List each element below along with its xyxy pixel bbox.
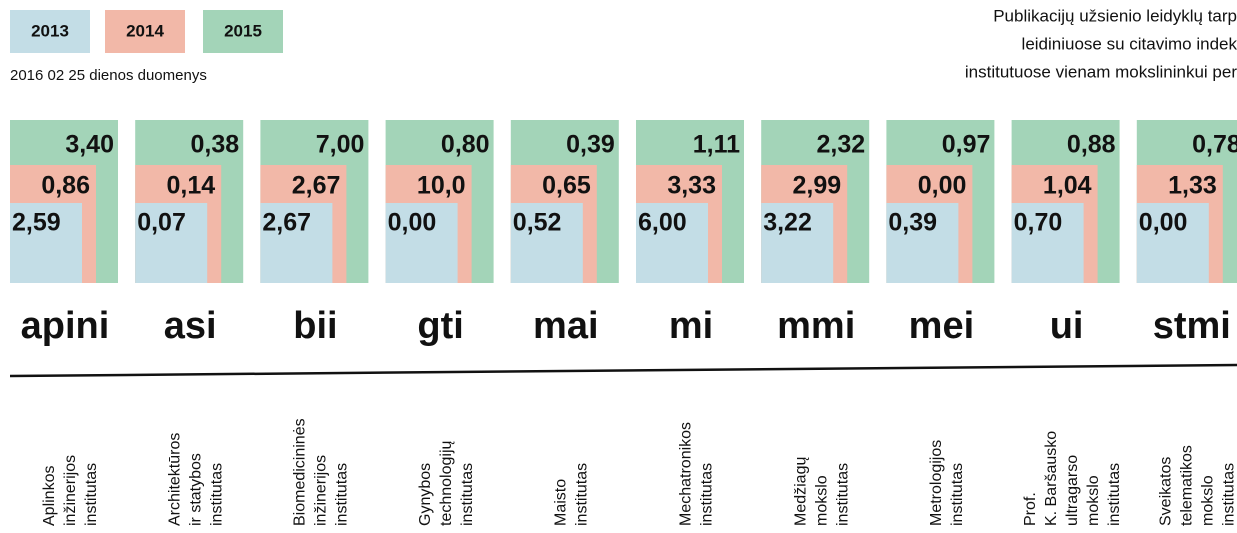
value-2013: 0,00 bbox=[1139, 209, 1188, 237]
value-2015: 0,97 bbox=[942, 131, 991, 159]
value-2014: 1,33 bbox=[1168, 172, 1217, 200]
value-2014: 2,67 bbox=[292, 172, 341, 200]
box-2013 bbox=[385, 203, 458, 283]
abbreviation: mai bbox=[533, 305, 598, 347]
institute-name-line: institutas bbox=[834, 463, 851, 526]
box-2013 bbox=[636, 203, 708, 283]
value-2015: 1,11 bbox=[693, 131, 740, 159]
abbreviation: mmi bbox=[777, 305, 855, 347]
subtitle: 2016 02 25 dienos duomenys bbox=[10, 67, 207, 84]
institute-name-line: institutas bbox=[334, 463, 351, 526]
value-2015: 7,00 bbox=[316, 131, 365, 159]
institute-name-line: Architektūros bbox=[166, 433, 183, 526]
abbreviation: mei bbox=[909, 305, 974, 347]
abbreviation: gti bbox=[417, 305, 463, 347]
legend-swatch bbox=[10, 10, 90, 53]
institute-name-line: telematikos bbox=[1179, 445, 1196, 526]
institute-name-line: Biomedicininės bbox=[292, 418, 309, 526]
institute-name-line: inžinerijos bbox=[62, 455, 79, 526]
value-2014: 1,04 bbox=[1043, 172, 1092, 200]
institute-name-line: institutas bbox=[208, 463, 225, 526]
abbreviation: apini bbox=[21, 305, 110, 347]
institute-name-line: Aplinkos bbox=[41, 466, 58, 526]
value-2015: 0,80 bbox=[441, 131, 490, 159]
box-2013 bbox=[510, 203, 583, 283]
box-2013 bbox=[135, 203, 208, 283]
value-2013: 0,52 bbox=[513, 209, 562, 237]
box-2013 bbox=[761, 203, 834, 283]
institute-name-line: Medžiagų bbox=[792, 457, 809, 526]
box-2013 bbox=[1136, 203, 1209, 283]
institute-name-line: technologijų bbox=[438, 441, 455, 526]
abbreviation: bii bbox=[293, 305, 337, 347]
institute-name-line: mokslo bbox=[1085, 475, 1102, 526]
value-2013: 0,07 bbox=[137, 209, 186, 237]
value-2013: 6,00 bbox=[638, 209, 687, 237]
value-2015: 0,78 bbox=[1192, 131, 1237, 159]
value-2013: 3,22 bbox=[763, 209, 812, 237]
institute-name-line: Prof. bbox=[1022, 492, 1039, 526]
box-2013 bbox=[10, 203, 82, 283]
institute-name-line: Sveikatos bbox=[1158, 457, 1175, 526]
value-2014: 3,33 bbox=[667, 172, 716, 200]
box-2013 bbox=[886, 203, 959, 283]
abbreviation: stmi bbox=[1153, 305, 1231, 347]
value-2015: 0,39 bbox=[566, 131, 615, 159]
institute-name-line: ultragarso bbox=[1064, 455, 1081, 526]
abbreviation: mi bbox=[669, 305, 713, 347]
institute-name-line: Mechatronikos bbox=[678, 422, 695, 526]
divider bbox=[9, 363, 1237, 378]
institute-name-line: mokslo bbox=[1200, 475, 1217, 526]
legend-label: 2013 bbox=[31, 21, 69, 40]
value-2015: 0,88 bbox=[1067, 131, 1116, 159]
institute-name-line: institutas bbox=[459, 463, 476, 526]
value-2013: 0,39 bbox=[888, 209, 937, 237]
abbreviation: asi bbox=[164, 305, 217, 347]
title-line: institutuose vienam mokslininkui per bbox=[965, 62, 1237, 81]
institute-name-line: Maisto bbox=[553, 479, 570, 526]
institute-name-line: ir statybos bbox=[187, 453, 204, 526]
value-2014: 0,86 bbox=[41, 172, 90, 200]
value-2013: 2,59 bbox=[12, 209, 61, 237]
institute-name-line: institutas bbox=[1221, 463, 1237, 526]
legend-swatch bbox=[105, 10, 185, 53]
value-2014: 10,0 bbox=[417, 172, 466, 200]
institute-name-line: Gynybos bbox=[417, 463, 434, 526]
value-2014: 0,65 bbox=[542, 172, 591, 200]
value-2013: 2,67 bbox=[262, 209, 311, 237]
institute-name-line: mokslo bbox=[813, 475, 830, 526]
box-2013 bbox=[1011, 203, 1084, 283]
title-line: leidiniuose su citavimo indek bbox=[1022, 34, 1237, 53]
institute-name-line: institutas bbox=[949, 463, 966, 526]
value-2014: 2,99 bbox=[793, 172, 842, 200]
legend-swatch bbox=[203, 10, 283, 53]
value-2015: 3,40 bbox=[65, 131, 114, 159]
box-2013 bbox=[260, 203, 333, 283]
value-2015: 2,32 bbox=[817, 131, 866, 159]
institute-name-line: inžinerijos bbox=[313, 455, 330, 526]
legend-label: 2014 bbox=[126, 21, 164, 40]
title-line: Publikacijų užsienio leidyklų tarp bbox=[993, 6, 1237, 25]
value-2013: 0,00 bbox=[388, 209, 437, 237]
abbreviation: ui bbox=[1050, 305, 1084, 347]
institute-name-line: institutas bbox=[574, 463, 591, 526]
institute-name-line: institutas bbox=[1106, 463, 1123, 526]
value-2013: 0,70 bbox=[1014, 209, 1063, 237]
institute-name-line: institutas bbox=[83, 463, 100, 526]
institute-name-line: institutas bbox=[699, 463, 716, 526]
value-2015: 0,38 bbox=[191, 131, 240, 159]
value-2014: 0,14 bbox=[167, 172, 216, 200]
value-2014: 0,00 bbox=[918, 172, 967, 200]
legend-label: 2015 bbox=[224, 21, 262, 40]
institute-name-line: K. Baršausko bbox=[1043, 431, 1060, 526]
institute-name-line: Metrologijos bbox=[928, 440, 945, 526]
